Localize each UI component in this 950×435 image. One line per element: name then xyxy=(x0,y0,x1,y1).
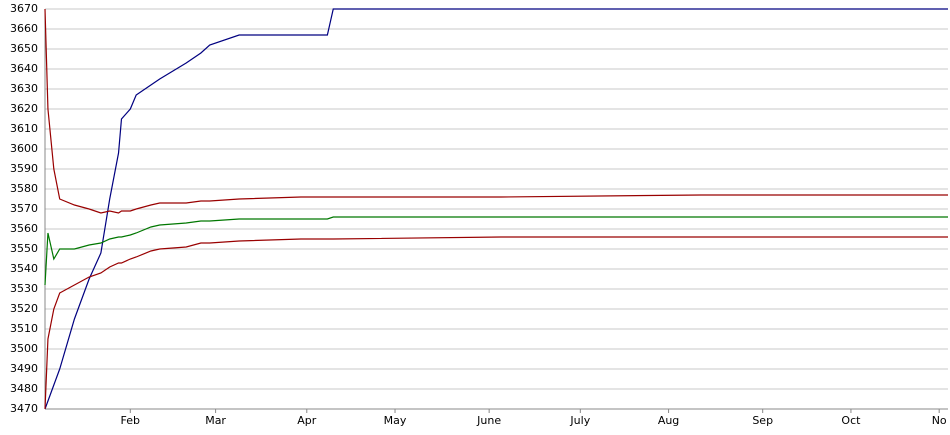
y-tick-label: 3620 xyxy=(10,102,38,115)
series-line xyxy=(44,216,948,286)
y-tick-label: 3670 xyxy=(10,2,38,15)
y-tick-label: 3660 xyxy=(10,22,38,35)
y-tick-label: 3640 xyxy=(10,62,38,75)
x-tick-label: Feb xyxy=(121,414,140,427)
y-tick-label: 3600 xyxy=(10,142,38,155)
x-tick-label: Mar xyxy=(205,414,226,427)
x-tick-label: Sep xyxy=(752,414,773,427)
y-tick-label: 3630 xyxy=(10,82,38,95)
y-tick-label: 3570 xyxy=(10,202,38,215)
y-tick-label: 3510 xyxy=(10,322,38,335)
y-tick-label: 3610 xyxy=(10,122,38,135)
y-tick-label: 3540 xyxy=(10,262,38,275)
y-tick-label: 3590 xyxy=(10,162,38,175)
x-tick-label: June xyxy=(476,414,501,427)
y-tick-label: 3490 xyxy=(10,362,38,375)
x-tick-label: Aug xyxy=(658,414,679,427)
y-tick-label: 3580 xyxy=(10,182,38,195)
y-tick-label: 3520 xyxy=(10,302,38,315)
y-tick-label: 3470 xyxy=(10,402,38,415)
y-tick-label: 3500 xyxy=(10,342,38,355)
x-tick-label: Apr xyxy=(297,414,317,427)
series-line xyxy=(44,8,948,410)
y-tick-label: 3550 xyxy=(10,242,38,255)
series-line xyxy=(44,8,948,214)
x-tick-label: May xyxy=(384,414,407,427)
y-tick-label: 3530 xyxy=(10,282,38,295)
x-tick-label: July xyxy=(569,414,590,427)
y-tick-label: 3480 xyxy=(10,382,38,395)
x-tick-label: No xyxy=(932,414,947,427)
series-line xyxy=(44,236,948,410)
y-tick-label: 3560 xyxy=(10,222,38,235)
y-tick-label: 3650 xyxy=(10,42,38,55)
x-tick-label: Oct xyxy=(841,414,861,427)
